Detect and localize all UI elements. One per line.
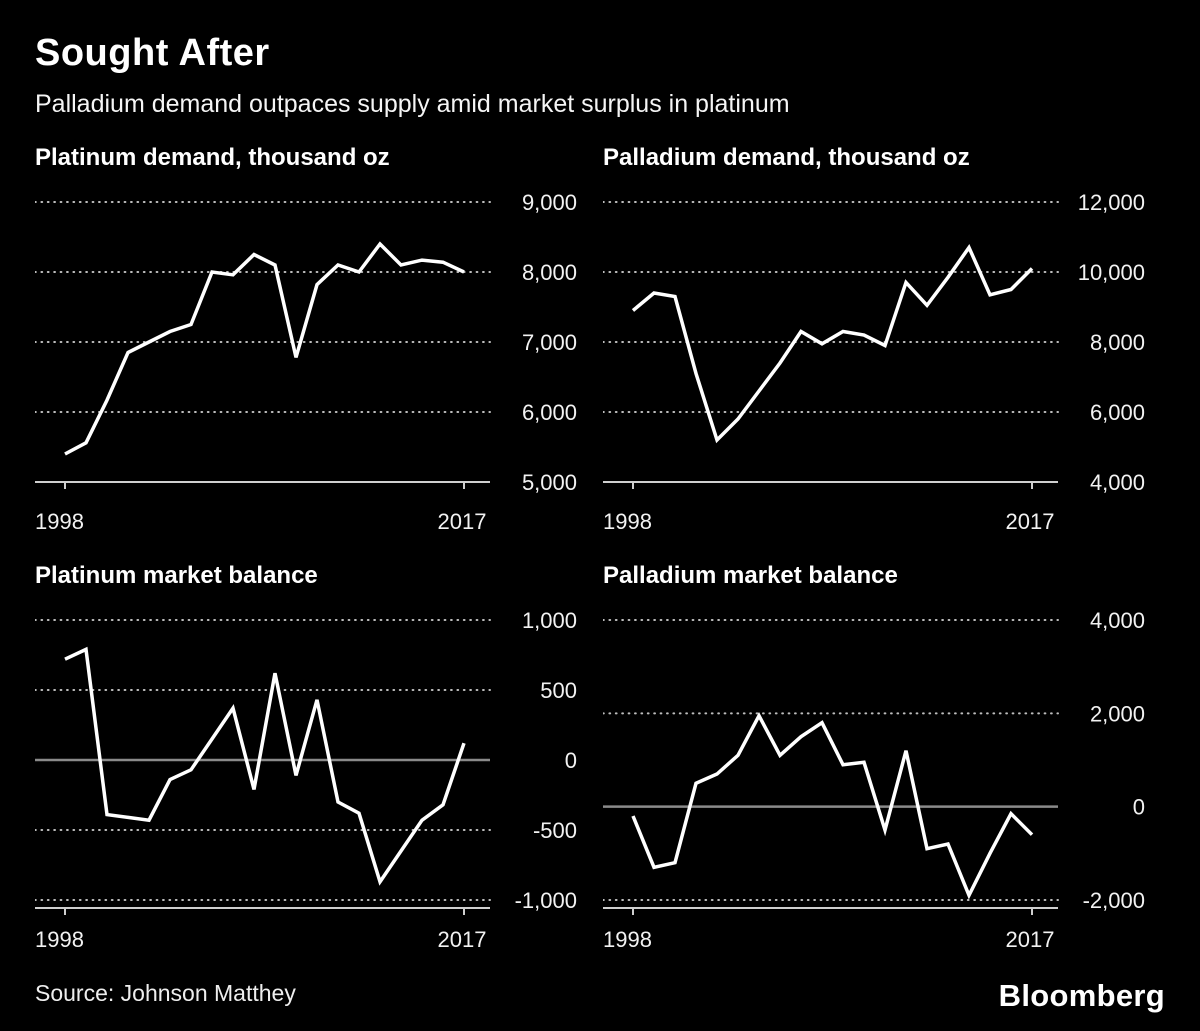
svg-text:4,000: 4,000	[1090, 608, 1145, 633]
line-chart-platinum-balance: 1,000 500 0 -500 -1,000 1998 2017	[35, 608, 577, 952]
svg-text:10,000: 10,000	[1078, 260, 1145, 285]
chart-panel-platinum-balance: Platinum market balance 1,000 500 0 -500 -1,…	[35, 561, 600, 961]
svg-text:9,000: 9,000	[522, 190, 577, 215]
line-chart-palladium-balance: 4,000 2,000 0 -2,000 1998 2017	[603, 608, 1145, 952]
chart-panel-platinum-demand: Platinum demand, thousand oz 9,000 8,000 7…	[35, 143, 600, 543]
chart-title-palladium-demand: Palladium demand, thousand oz	[603, 144, 970, 171]
svg-text:8,000: 8,000	[1090, 330, 1145, 355]
svg-text:4,000: 4,000	[1090, 470, 1145, 495]
svg-text:6,000: 6,000	[522, 400, 577, 425]
svg-text:-1,000: -1,000	[515, 888, 577, 913]
svg-text:-2,000: -2,000	[1083, 888, 1145, 913]
svg-text:1998: 1998	[35, 509, 84, 534]
svg-text:0: 0	[1133, 795, 1145, 820]
svg-text:5,000: 5,000	[522, 470, 577, 495]
page-subtitle: Palladium demand outpaces supply amid ma…	[35, 90, 790, 118]
svg-text:1998: 1998	[603, 509, 652, 534]
bloomberg-logo: Bloomberg	[998, 978, 1165, 1013]
page-title: Sought After	[35, 32, 270, 74]
source-note: Source: Johnson Matthey	[35, 980, 296, 1006]
svg-text:1998: 1998	[603, 927, 652, 952]
svg-text:0: 0	[565, 748, 577, 773]
svg-text:1,000: 1,000	[522, 608, 577, 633]
svg-text:500: 500	[540, 678, 577, 703]
svg-text:2017: 2017	[1006, 509, 1055, 534]
chart-panel-palladium-balance: Palladium market balance 4,000 2,000 0 -2,0…	[603, 561, 1168, 961]
chart-title-platinum-balance: Platinum market balance	[35, 562, 318, 589]
line-chart-palladium-demand: 12,000 10,000 8,000 6,000 4,000 1998 2017	[603, 190, 1145, 534]
svg-text:7,000: 7,000	[522, 330, 577, 355]
svg-text:2,000: 2,000	[1090, 701, 1145, 726]
svg-text:2017: 2017	[438, 509, 487, 534]
svg-text:12,000: 12,000	[1078, 190, 1145, 215]
svg-text:-500: -500	[533, 818, 577, 843]
chart-title-platinum-demand: Platinum demand, thousand oz	[35, 144, 390, 171]
line-chart-platinum-demand: 9,000 8,000 7,000 6,000 5,000 1998 2017	[35, 190, 577, 534]
chart-panel-palladium-demand: Palladium demand, thousand oz 12,000 10,0…	[603, 143, 1168, 543]
svg-text:6,000: 6,000	[1090, 400, 1145, 425]
chart-title-palladium-balance: Palladium market balance	[603, 562, 898, 589]
svg-text:2017: 2017	[1006, 927, 1055, 952]
svg-text:1998: 1998	[35, 927, 84, 952]
svg-text:8,000: 8,000	[522, 260, 577, 285]
svg-text:2017: 2017	[438, 927, 487, 952]
